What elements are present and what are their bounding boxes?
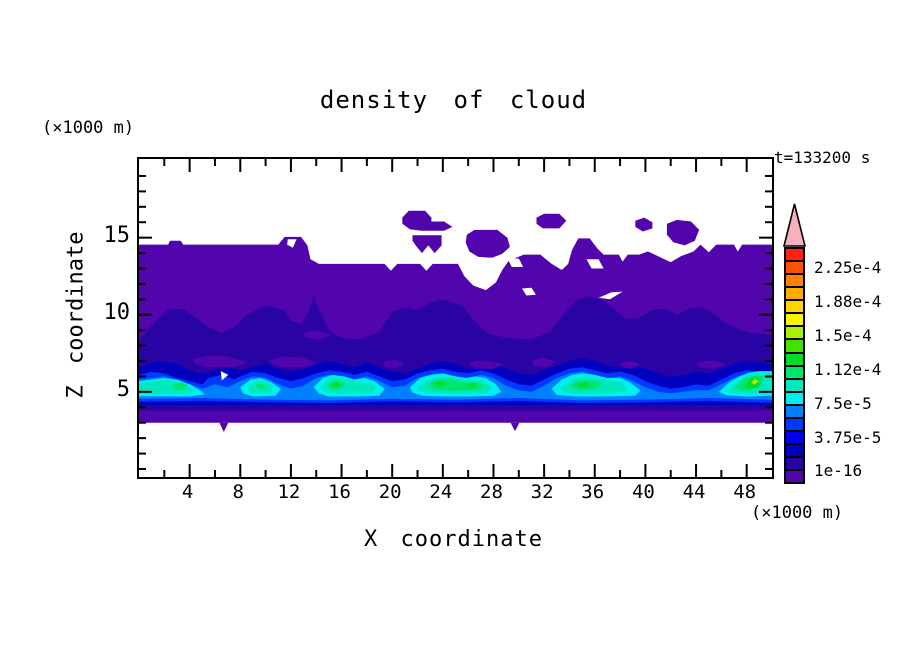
- contour-region-green-1: [331, 382, 341, 387]
- x-tick-label: 16: [328, 481, 351, 503]
- contour-region-blob-c: [635, 217, 653, 232]
- x-tick-label: 20: [378, 481, 402, 503]
- colorbar: [784, 247, 805, 484]
- colorbar-segment: [786, 312, 803, 326]
- colorbar-label: 3.75e-5: [814, 427, 882, 447]
- contour-region-blob-d: [666, 219, 700, 246]
- x-tick-label: 40: [631, 481, 655, 503]
- colorbar-label: 7.5e-5: [814, 393, 872, 413]
- contour-region-blob-a: [402, 210, 453, 231]
- y-axis-unit: (×1000 m): [42, 118, 135, 138]
- colorbar-segment: [786, 351, 803, 365]
- colorbar-segment: [786, 338, 803, 352]
- x-axis-unit: (×1000 m): [751, 503, 844, 523]
- contour-region-wisp-2: [269, 356, 318, 368]
- x-tick-label: 4: [181, 481, 194, 503]
- colorbar-segment: [786, 416, 803, 430]
- colorbar-label: 2.25e-4: [814, 258, 882, 278]
- z-tick-label: 15: [103, 222, 131, 248]
- page-title: density of cloud: [319, 86, 588, 114]
- colorbar-label: 1.5e-4: [814, 325, 872, 345]
- contour-region-spike-2: [510, 422, 520, 432]
- contour-region-wisp-5: [531, 357, 557, 368]
- plot-area: [137, 157, 774, 479]
- y-axis-label: Z coordinate: [63, 231, 89, 399]
- colorbar-segment: [786, 273, 803, 287]
- contour-region-hole-1: [507, 258, 524, 267]
- colorbar-segment: [786, 260, 803, 274]
- x-tick-label: 36: [581, 481, 605, 503]
- contour-region-blob-f: [465, 229, 510, 258]
- x-tick-label: 12: [277, 481, 301, 503]
- colorbar-arrow: [782, 203, 807, 247]
- z-tick-label: 10: [103, 299, 131, 325]
- contour-plot: [139, 159, 772, 477]
- contour-region-hole-3: [598, 291, 623, 300]
- x-tick-label: 44: [682, 481, 706, 503]
- colorbar-segment: [786, 364, 803, 378]
- z-tick-label: 5: [116, 376, 130, 402]
- contour-region-chartreuse-spot: [751, 378, 759, 385]
- x-tick-label: 24: [429, 481, 453, 503]
- colorbar-segment: [786, 456, 803, 470]
- colorbar-segment: [786, 442, 803, 456]
- contour-region-wisp-4: [468, 360, 504, 369]
- contour-region-hole-2: [586, 259, 604, 269]
- contour-region-green-2: [434, 381, 447, 387]
- x-tick-label: 32: [530, 481, 554, 503]
- colorbar-segment: [786, 325, 803, 339]
- colorbar-segment: [786, 377, 803, 391]
- colorbar-segment: [786, 390, 803, 404]
- colorbar-segment: [786, 249, 803, 261]
- contour-region-hole-4: [522, 287, 536, 296]
- contour-region-white-wedge: [220, 371, 229, 381]
- contour-region-wisp-1: [192, 355, 248, 368]
- contour-region-spring-2: [255, 383, 267, 390]
- contour-region-wisp-7: [696, 360, 728, 369]
- colorbar-label: 1e-16: [814, 461, 863, 481]
- colorbar-segment: [786, 469, 803, 483]
- contour-region-spike-1: [219, 422, 229, 432]
- contour-region-wisp-8: [302, 330, 332, 340]
- x-tick-label: 48: [733, 481, 757, 503]
- contour-region-blob-e: [412, 235, 442, 254]
- contour-region-wisp-3: [383, 359, 405, 368]
- colorbar-segment: [786, 429, 803, 443]
- colorbar-segment: [786, 286, 803, 300]
- colorbar-label: 1.12e-4: [814, 359, 882, 379]
- x-tick-label: 28: [480, 481, 503, 503]
- contour-region-green-4: [577, 382, 589, 388]
- colorbar-segment: [786, 403, 803, 417]
- contour-region-green-3: [466, 383, 476, 388]
- contour-region-blob-b: [536, 213, 567, 229]
- timestamp: t=133200 s: [774, 148, 871, 167]
- contour-region-spring-1: [171, 382, 189, 391]
- x-tick-label: 8: [232, 481, 244, 503]
- contour-region-hole-curl: [287, 239, 297, 248]
- contour-region-wisp-6: [620, 361, 642, 369]
- colorbar-label: 1.88e-4: [814, 291, 882, 311]
- x-axis-label: X coordinate: [364, 527, 543, 552]
- colorbar-segment: [786, 299, 803, 313]
